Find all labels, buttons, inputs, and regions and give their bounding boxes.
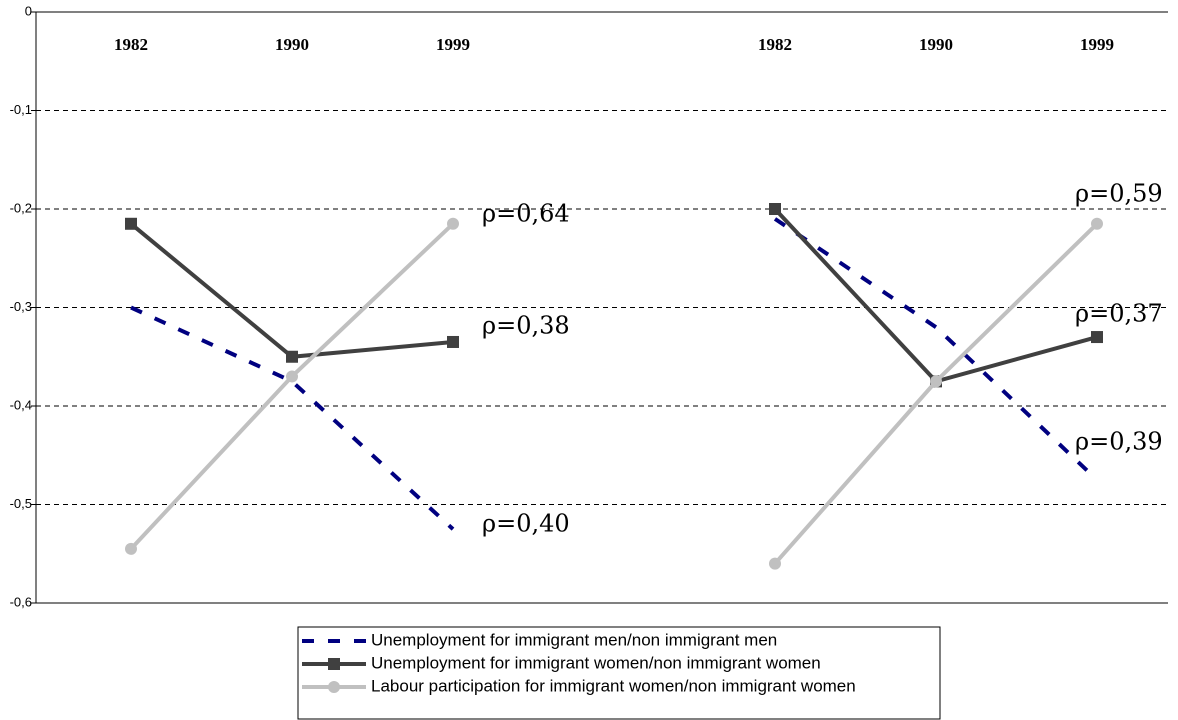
- point-marker: [447, 217, 459, 230]
- legend-marker: [328, 658, 340, 670]
- series-line: [129, 222, 1099, 565]
- legend-marker: [328, 681, 340, 693]
- point-marker: [125, 217, 137, 230]
- annotation: ρ=0,59: [1075, 180, 1163, 208]
- point-marker: [930, 375, 942, 388]
- x-tick-label: 1990: [919, 35, 953, 54]
- y-tick-label: -0,6: [10, 594, 32, 609]
- y-tick-label: -0,3: [10, 299, 32, 314]
- legend-label: Unemployment for immigrant women/non imm…: [371, 653, 821, 672]
- x-tick-label: 1982: [114, 35, 148, 54]
- legend-box: [297, 626, 941, 720]
- legend-label: Unemployment for immigrant men/non immig…: [371, 630, 777, 649]
- x-tick-label: 1982: [758, 35, 792, 54]
- legend-label: Labour participation for immigrant women…: [371, 676, 856, 695]
- annotation: ρ=0,39: [1075, 428, 1163, 456]
- point-marker: [1091, 331, 1103, 344]
- annotation: ρ=0,40: [482, 510, 570, 538]
- x-tick-label: 1990: [275, 35, 309, 54]
- point-marker: [769, 203, 781, 215]
- x-tick-label: 1999: [1080, 35, 1114, 54]
- y-tick-label: -0,1: [10, 102, 32, 117]
- point-marker: [1091, 217, 1103, 230]
- y-tick-label: -0,5: [10, 496, 32, 511]
- series-line: [130, 217, 1099, 531]
- y-tick-label: 0: [25, 3, 32, 18]
- series-line: [129, 207, 1098, 384]
- point-marker: [286, 370, 298, 383]
- x-tick-label: 1999: [436, 35, 470, 54]
- y-tick-label: -0,2: [10, 200, 32, 215]
- point-marker: [286, 350, 298, 363]
- annotation: ρ=0,64: [482, 200, 570, 228]
- point-marker: [125, 542, 137, 555]
- annotation: ρ=0,38: [482, 312, 570, 340]
- point-marker: [447, 335, 459, 348]
- point-marker: [769, 557, 781, 570]
- annotation: ρ=0,37: [1075, 300, 1163, 328]
- y-tick-label: -0,4: [10, 397, 32, 412]
